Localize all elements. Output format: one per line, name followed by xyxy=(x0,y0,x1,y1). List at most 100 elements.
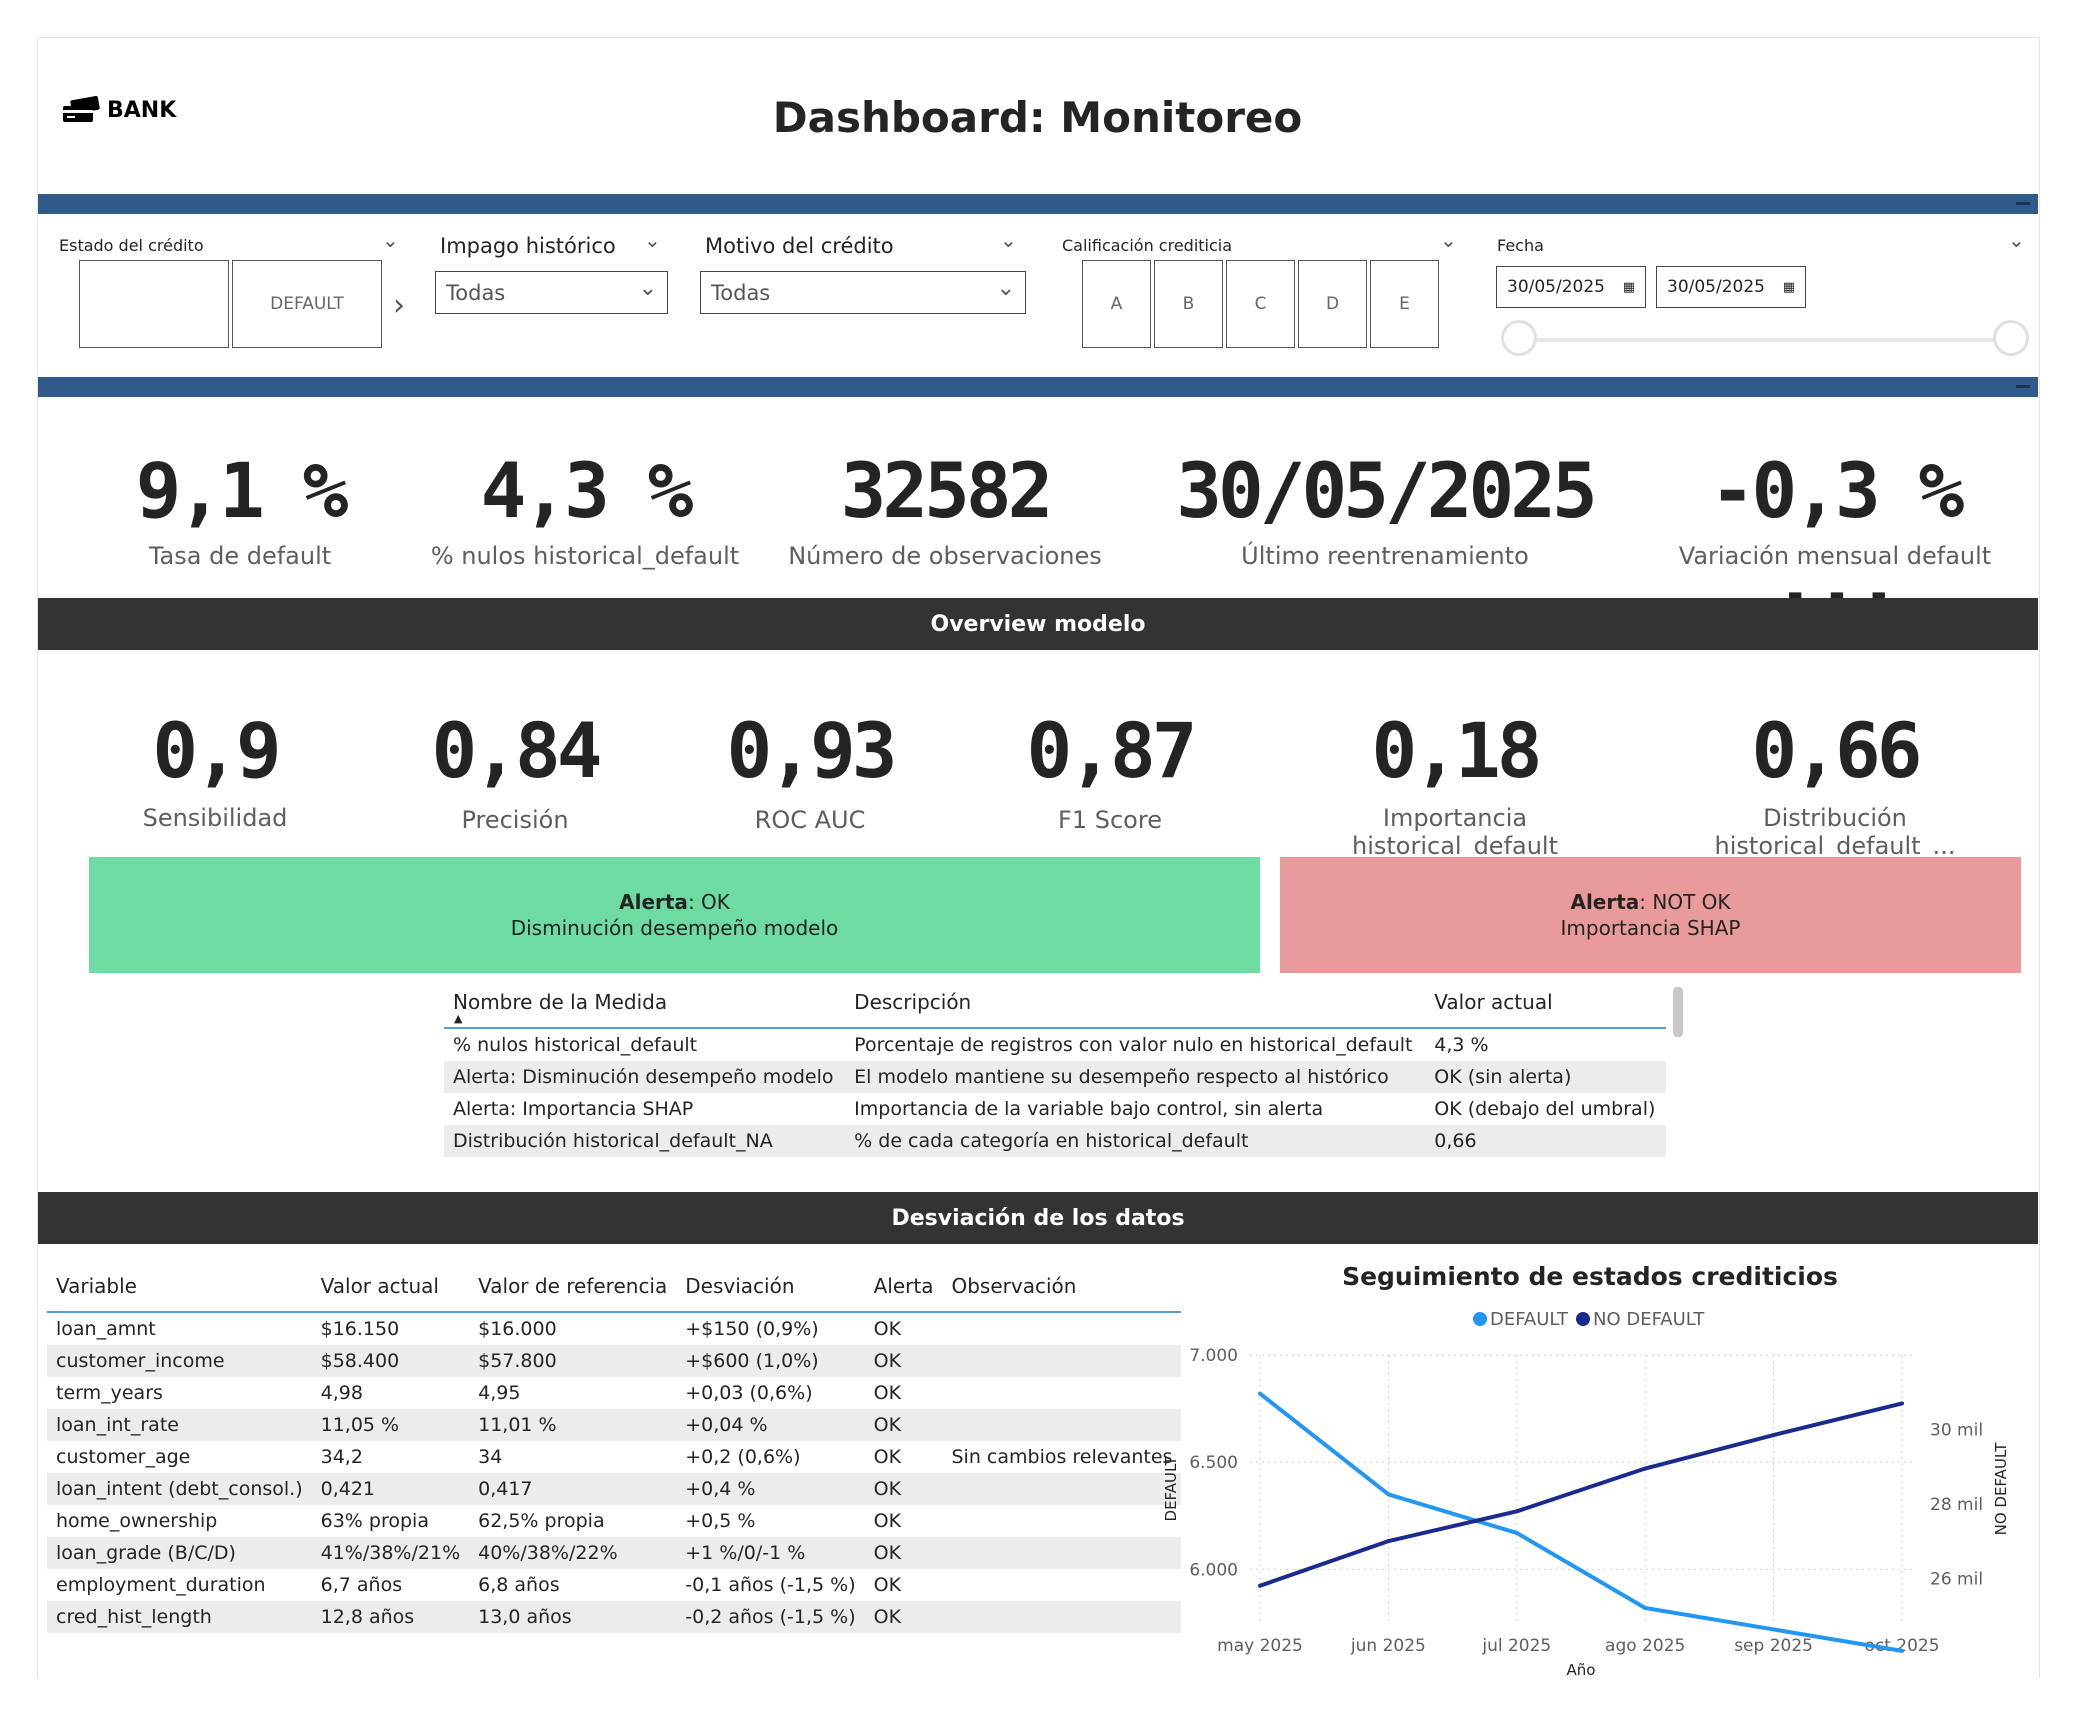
grade-tile-e[interactable]: E xyxy=(1370,260,1439,348)
estado-tile-blank[interactable] xyxy=(79,260,229,348)
legend-label-default: DEFAULT xyxy=(1490,1309,1569,1330)
grade-tile-d[interactable]: D xyxy=(1298,260,1367,348)
overview-section-header: Overview modelo xyxy=(38,598,2038,650)
x-tick-label: ago 2025 xyxy=(1605,1636,1685,1656)
measures-table: Nombre de la Medida ▲ Descripción Valor a… xyxy=(444,977,1666,1157)
deviation-section-header: Desviación de los datos xyxy=(38,1192,2038,1244)
date-end-input[interactable]: 30/05/2025 ▦ xyxy=(1656,266,1806,308)
table-cell: 4,98 xyxy=(320,1382,363,1404)
table-row[interactable]: home_ownership 63% propia 62,5% propia +0,5… xyxy=(47,1505,1181,1537)
chevron-down-icon[interactable]: ⌄ xyxy=(644,228,661,252)
table-row[interactable]: loan_grade (B/C/D) 41%/38%/21% 40%/38%/22%… xyxy=(47,1537,1182,1569)
kpi-tasa-default-value: 9,1 % xyxy=(135,446,349,535)
deviation-header-cell[interactable]: Valor de referencia xyxy=(469,1261,677,1313)
table-cell: 62,5% propia xyxy=(478,1510,605,1532)
chevron-down-icon: ⌄ xyxy=(638,276,657,301)
deviation-header-cell[interactable]: Observación xyxy=(942,1261,1182,1313)
table-cell: Alerta: Importancia SHAP xyxy=(453,1098,694,1120)
deviation-header-cell[interactable]: Alerta xyxy=(864,1261,943,1313)
y-tick-label: 6.500 xyxy=(1189,1453,1238,1473)
table-cell: 4,95 xyxy=(478,1382,521,1404)
table-row[interactable]: loan_int_rate 11,05 % 11,01 % +0,04 % OK xyxy=(47,1409,1182,1441)
sort-ascending-icon[interactable]: ▲ xyxy=(454,1012,463,1025)
logo-text: BANK xyxy=(107,97,177,123)
table-cell: % de cada categoría en historical_defaul… xyxy=(845,1125,1426,1157)
page-title: Dashboard: Monitoreo xyxy=(772,93,1303,142)
date-end-value: 30/05/2025 xyxy=(1667,277,1765,297)
table-cell: 4,3 % xyxy=(1434,1034,1489,1056)
deviation-header-cell[interactable]: Variable xyxy=(47,1261,312,1313)
fecha-slicer-label: Fecha xyxy=(1497,236,1544,255)
measures-header-descripcion[interactable]: Descripción xyxy=(845,977,1426,1029)
estado-tile-default[interactable]: DEFAULT xyxy=(232,260,382,348)
data-point-no-default xyxy=(1258,1583,1262,1588)
table-cell: cred_hist_length xyxy=(47,1601,312,1633)
chevron-down-icon[interactable]: ⌄ xyxy=(382,228,399,252)
date-slider-end-handle[interactable] xyxy=(1993,320,2029,356)
table-cell: $16.150 xyxy=(320,1318,400,1340)
table-row[interactable]: customer_age 34,2 34 +0,2 (0,6%) OK Sin cambi… xyxy=(47,1441,1181,1473)
table-row[interactable]: cred_hist_length 12,8 años 13,0 años -0,2 a… xyxy=(47,1601,1182,1633)
data-point-default xyxy=(1643,1605,1648,1610)
metric-importancia-label: Importancia historical_default xyxy=(1351,804,1559,860)
table-cell: Importancia de la variable bajo control,… xyxy=(854,1098,1324,1120)
grade-tile-c[interactable]: C xyxy=(1226,260,1295,348)
table-cell xyxy=(942,1473,1182,1505)
grade-tile-a[interactable]: A xyxy=(1082,260,1151,348)
motivo-dropdown-value: Todas xyxy=(711,280,771,305)
data-point-no-default xyxy=(1771,1433,1776,1438)
table-cell xyxy=(942,1409,1182,1441)
table-cell: OK xyxy=(873,1574,902,1596)
table-row[interactable]: loan_intent (debt_consol.) 0,421 0,417 +0,4… xyxy=(47,1473,1182,1505)
table-cell: % nulos historical_default xyxy=(453,1034,698,1056)
table-row[interactable]: Distribución historical_default_NA% de c… xyxy=(444,1125,1666,1157)
alert-shap-bold: Alerta xyxy=(1570,890,1640,914)
measures-table-body: % nulos historical_default Porcentaje de … xyxy=(444,1028,1666,1157)
date-slider-start-handle[interactable] xyxy=(1501,320,1537,356)
metric-sensibilidad-label: Sensibilidad xyxy=(142,804,288,832)
kpi-nulos-label: % nulos historical_default xyxy=(430,542,740,570)
chevron-down-icon[interactable]: ⌄ xyxy=(2008,228,2025,252)
table-cell: 0,421 xyxy=(311,1473,470,1505)
chevron-down-icon[interactable]: ⌄ xyxy=(1000,228,1017,252)
table-header-row: Variable Valor actual Valor de referencia D… xyxy=(47,1261,1182,1313)
series-line-no-default xyxy=(1259,1401,1903,1588)
table-cell: OK xyxy=(864,1537,943,1569)
x-tick-label: may 2025 xyxy=(1217,1636,1303,1656)
calendar-icon: ▦ xyxy=(1622,279,1635,295)
measures-header-nombre[interactable]: Nombre de la Medida ▲ xyxy=(444,977,846,1029)
alert-shap-status: : NOT OK xyxy=(1639,890,1731,914)
date-start-input[interactable]: 30/05/2025 ▦ xyxy=(1496,266,1646,308)
chevron-down-icon[interactable]: ⌄ xyxy=(1440,228,1457,252)
table-cell xyxy=(942,1537,1182,1569)
data-point-no-default xyxy=(1900,1401,1904,1406)
table-row[interactable]: % nulos historical_default Porcentaje de … xyxy=(444,1028,1666,1061)
measures-table-scrollbar[interactable] xyxy=(1673,987,1683,1037)
x-tick-label: sep 2025 xyxy=(1734,1636,1813,1656)
table-row[interactable]: term_years 4,98 4,95 +0,03 (0,6%) OK xyxy=(47,1377,1181,1409)
table-row[interactable]: Alerta: Importancia SHAP Importancia de l… xyxy=(444,1093,1666,1125)
table-cell: 40%/38%/22% xyxy=(469,1537,677,1569)
impago-dropdown[interactable]: Todas ⌄ xyxy=(435,271,668,314)
table-row[interactable]: employment_duration 6,7 años 6,8 años -0,1 … xyxy=(47,1569,1181,1601)
table-cell: 0,66 xyxy=(1425,1125,1666,1157)
y2-tick-label: 28 mil xyxy=(1930,1495,1983,1515)
table-cell: home_ownership xyxy=(56,1510,218,1532)
motivo-dropdown[interactable]: Todas ⌄ xyxy=(700,271,1026,314)
deviation-table-body: loan_amnt $16.150 $16.000 +$150 (0,9%) OK cus… xyxy=(47,1312,1182,1633)
data-point-no-default xyxy=(1514,1509,1519,1514)
measures-header-valor[interactable]: Valor actual xyxy=(1425,977,1666,1029)
deviation-header-cell[interactable]: Desviación xyxy=(676,1261,865,1313)
bank-logo: BANK xyxy=(61,96,176,124)
deviation-header-cell[interactable]: Valor actual xyxy=(311,1261,470,1313)
chevron-right-icon[interactable]: › xyxy=(393,288,405,323)
x-tick-label: jul 2025 xyxy=(1481,1636,1551,1656)
credit-status-chart-svg: Seguimiento de estados crediticios DEFAUL… xyxy=(1162,1262,2010,1679)
table-cell xyxy=(942,1345,1182,1377)
x-tick-label: oct 2025 xyxy=(1864,1636,1939,1656)
grade-tile-b[interactable]: B xyxy=(1154,260,1223,348)
table-row[interactable]: Alerta: Disminución desempeño modelo El m… xyxy=(444,1061,1666,1093)
table-row[interactable]: loan_amnt $16.150 $16.000 +$150 (0,9%) OK xyxy=(47,1312,1181,1345)
table-row[interactable]: customer_income $58.400 $57.800 +$600 (1,0%… xyxy=(47,1345,1182,1377)
data-point-default xyxy=(1258,1391,1262,1396)
